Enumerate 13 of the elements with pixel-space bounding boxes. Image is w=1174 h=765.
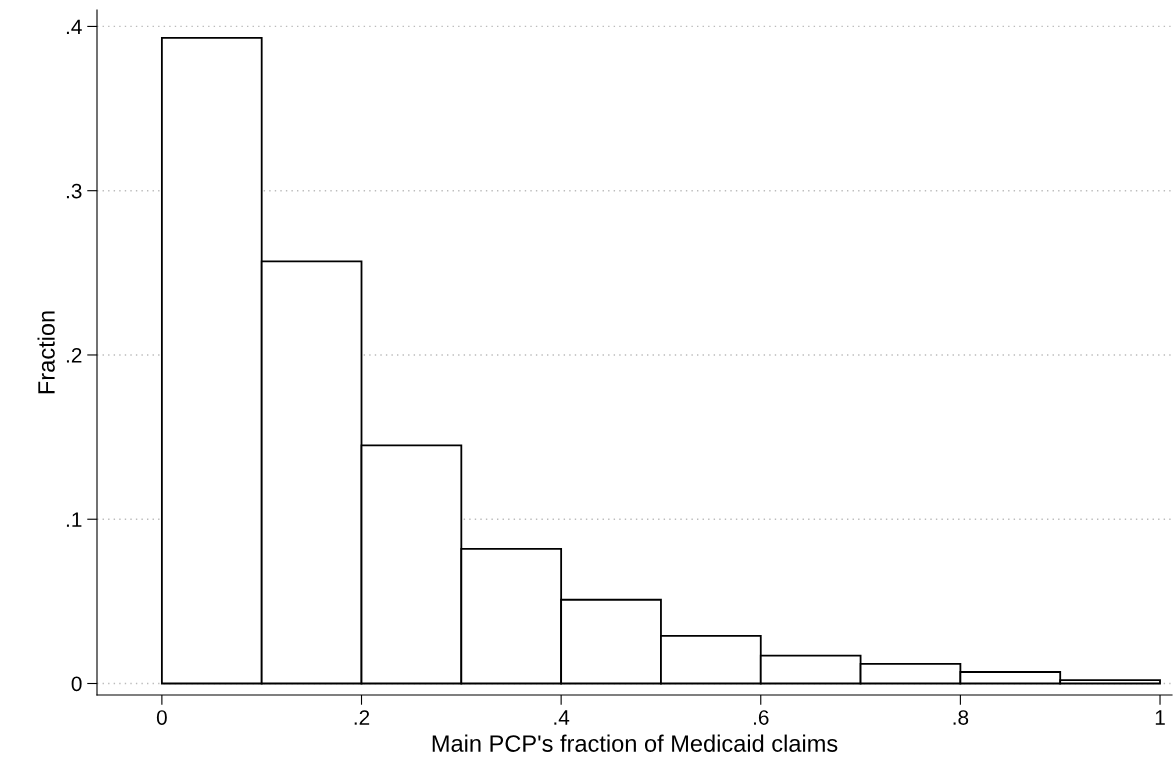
y-tick-label: .3: [66, 183, 82, 199]
y-tick-label: .1: [66, 512, 82, 527]
x-axis-title: Main PCP's fraction of Medicaid claims: [432, 734, 838, 752]
y-tick-label: .4: [66, 19, 82, 34]
y-tick-label: 0: [71, 676, 82, 692]
y-axis-title: Fraction: [37, 311, 55, 394]
x-tick-label: .2: [354, 710, 370, 725]
x-tick-label: .8: [953, 710, 969, 725]
x-tick-label: 1: [1155, 710, 1165, 725]
x-tick-label: .4: [554, 710, 570, 725]
x-tick-label: .6: [753, 710, 769, 725]
y-tick-label: .2: [66, 347, 82, 363]
x-tick-label: 0: [156, 710, 167, 725]
